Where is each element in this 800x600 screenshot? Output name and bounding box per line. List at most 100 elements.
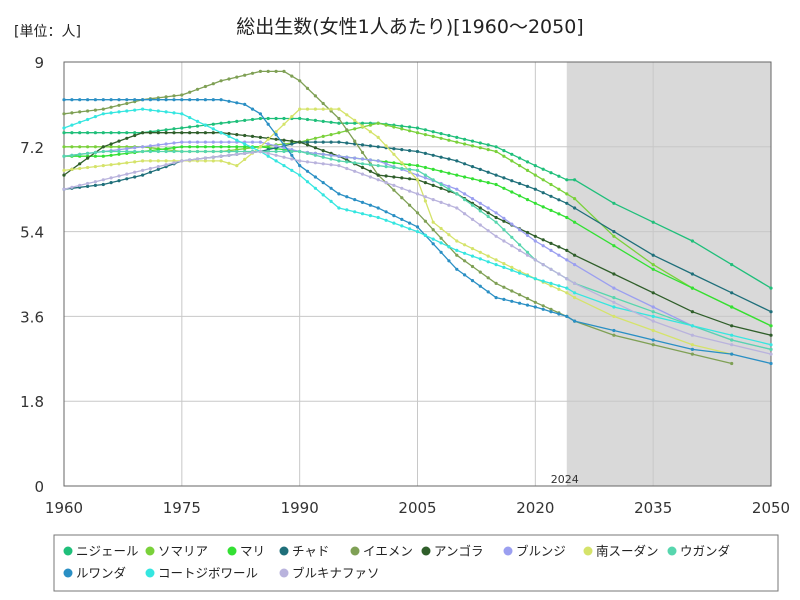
data-point [290, 74, 294, 78]
data-point [305, 107, 310, 111]
data-point [612, 300, 616, 304]
data-point [172, 149, 176, 154]
data-point [510, 268, 514, 272]
data-point [290, 139, 294, 143]
data-point [557, 198, 561, 202]
data-point [109, 176, 113, 180]
data-point [180, 140, 184, 144]
data-point [93, 150, 97, 155]
data-point [549, 241, 553, 245]
data-point [125, 161, 129, 165]
data-point [258, 140, 262, 144]
data-point [502, 149, 506, 153]
data-point [313, 175, 317, 179]
data-point [164, 147, 168, 151]
data-point [235, 138, 239, 142]
data-point [148, 166, 152, 171]
data-point [329, 153, 333, 157]
data-point [730, 361, 734, 366]
data-point [565, 178, 569, 182]
data-point [125, 131, 129, 135]
data-point [557, 253, 561, 257]
data-point [423, 133, 427, 137]
data-point [533, 173, 537, 177]
data-point [321, 140, 325, 144]
legend-item: コートジボワール [145, 566, 258, 581]
data-point [337, 107, 341, 111]
data-point [188, 98, 192, 102]
data-point [730, 352, 734, 356]
data-point [415, 168, 420, 172]
data-point [290, 168, 294, 172]
data-point [463, 198, 467, 202]
data-point [612, 314, 616, 318]
data-point [109, 142, 113, 146]
data-point [133, 131, 137, 135]
data-point [384, 210, 388, 214]
data-point [211, 140, 215, 144]
data-point [439, 200, 443, 204]
data-point [266, 142, 270, 146]
y-tick-label: 9 [34, 54, 44, 72]
data-point [478, 284, 482, 288]
data-point [651, 319, 655, 323]
y-tick-label: 3.6 [20, 308, 44, 326]
data-point [250, 117, 255, 122]
data-point [219, 154, 223, 158]
data-point [510, 152, 514, 156]
data-point [525, 198, 530, 202]
series-ルワンダ [62, 98, 773, 366]
data-point [565, 215, 569, 220]
data-point [164, 142, 168, 146]
data-point [203, 145, 207, 149]
data-point [730, 343, 734, 347]
series-line [63, 108, 732, 355]
data-point [164, 98, 168, 102]
data-point [282, 149, 286, 154]
data-point [573, 178, 577, 182]
data-point [690, 347, 695, 351]
data-point [250, 140, 255, 144]
data-point [290, 149, 294, 154]
data-point [541, 178, 545, 182]
data-point [612, 296, 616, 300]
data-point [290, 142, 294, 146]
data-point [290, 153, 294, 157]
data-point [243, 118, 247, 122]
data-point [133, 146, 137, 150]
data-point [455, 267, 459, 271]
data-point [565, 248, 569, 252]
data-point [486, 260, 490, 264]
data-point [101, 154, 105, 158]
data-point [321, 101, 325, 106]
data-point [376, 206, 380, 210]
data-point [518, 181, 522, 186]
data-point [156, 109, 160, 113]
data-point [266, 69, 270, 73]
data-point [431, 134, 435, 138]
data-point [494, 263, 498, 267]
data-point [211, 159, 215, 163]
data-point [518, 243, 522, 247]
data-point [298, 164, 302, 168]
data-point [612, 244, 616, 248]
data-point [195, 98, 200, 102]
data-point [423, 233, 427, 237]
data-point [360, 150, 365, 155]
data-point [62, 131, 66, 135]
data-point [368, 175, 372, 179]
tick-labels: 1960 1975 1990 2005 2020 2035 2050 0 1.8 3.6 5.4 7.… [20, 54, 790, 517]
data-point [219, 149, 223, 154]
data-point [690, 310, 695, 314]
data-point [400, 166, 404, 171]
legend-item: 南スーダン [583, 544, 659, 559]
data-point [478, 201, 482, 205]
data-point [141, 98, 145, 102]
data-point [243, 102, 247, 106]
series-group [62, 69, 773, 366]
data-point [533, 239, 537, 243]
data-point [219, 121, 223, 125]
data-point [384, 181, 388, 185]
data-point [290, 115, 294, 119]
data-point [439, 241, 443, 245]
